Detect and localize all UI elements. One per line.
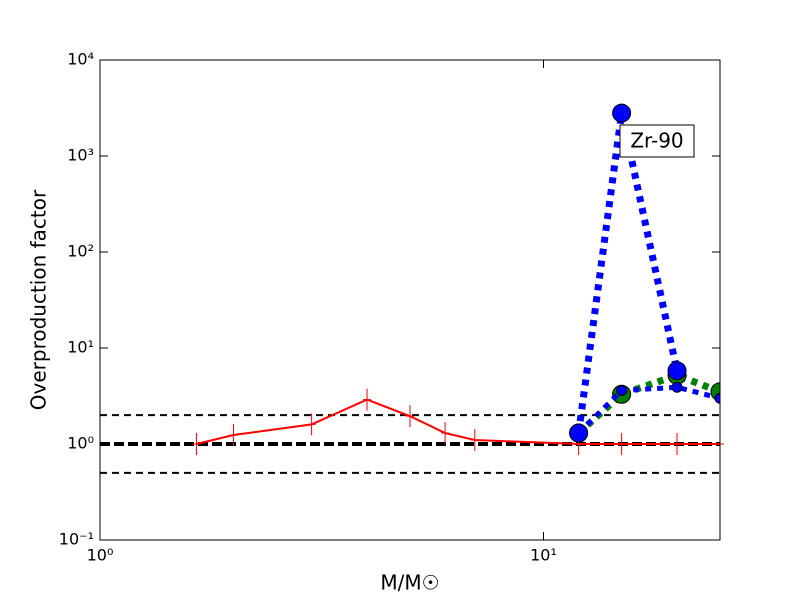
x-axis-label: M/M☉ [380,571,439,595]
marker [569,423,589,443]
y-tick-label: 10² [67,242,94,261]
y-tick-label: 10⁻¹ [59,530,94,549]
marker [612,103,632,123]
marker [671,381,683,393]
marker [714,392,720,404]
marker [307,413,316,436]
annotation: Zr-90 [630,129,683,153]
frame [99,59,721,541]
marker [667,361,687,381]
marker [363,388,372,411]
series-line [576,384,720,435]
x-tick-label: 10¹ [530,546,557,565]
marker [229,424,238,447]
y-axis-label: Overproduction factor [27,189,51,410]
marker [617,433,626,455]
annotation-box [619,124,695,158]
marker [673,433,682,455]
y-tick-label: 10⁰ [67,434,94,453]
marker [470,429,479,452]
marker [192,433,201,455]
y-tick-label: 10⁴ [67,50,94,69]
marker [616,385,628,397]
marker [406,405,414,428]
marker [441,422,450,445]
y-tick-label: 10³ [67,146,94,165]
x-tick-label: 10⁰ [87,546,114,565]
y-tick-label: 10¹ [67,338,94,357]
